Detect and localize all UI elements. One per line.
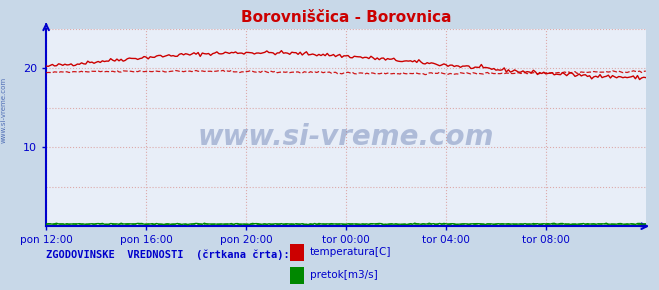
Text: www.si-vreme.com: www.si-vreme.com bbox=[0, 77, 7, 143]
Text: temperatura[C]: temperatura[C] bbox=[310, 247, 391, 257]
Title: Borovniščica - Borovnica: Borovniščica - Borovnica bbox=[241, 10, 451, 25]
Text: www.si-vreme.com: www.si-vreme.com bbox=[198, 124, 494, 151]
Text: ZGODOVINSKE  VREDNOSTI  (črtkana črta):: ZGODOVINSKE VREDNOSTI (črtkana črta): bbox=[46, 249, 290, 260]
Text: pretok[m3/s]: pretok[m3/s] bbox=[310, 271, 378, 280]
